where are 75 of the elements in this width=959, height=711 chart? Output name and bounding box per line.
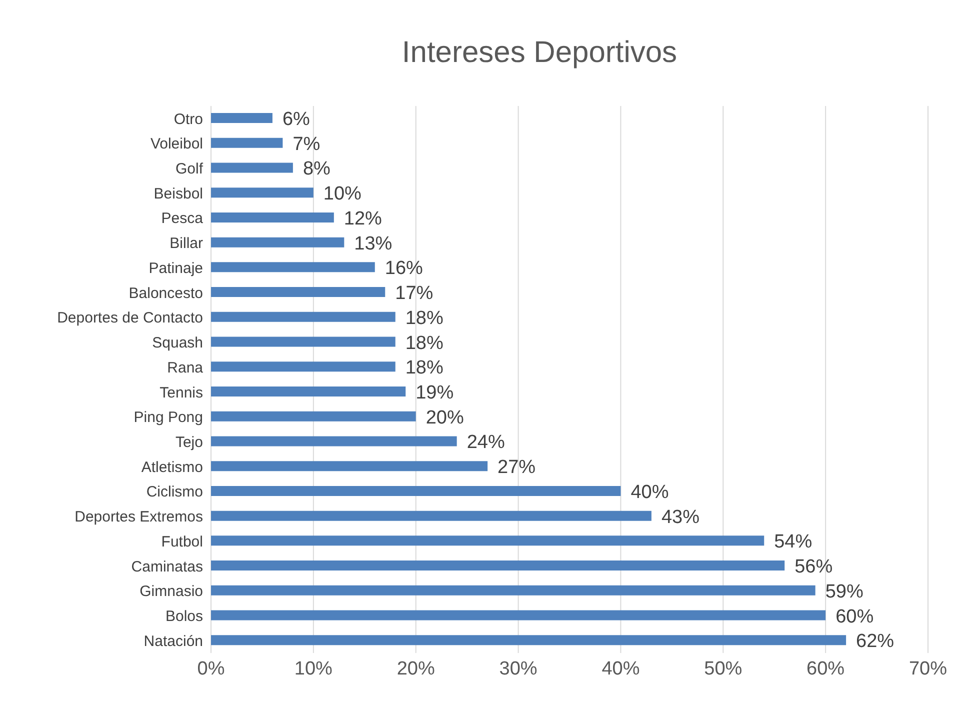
data-label: 62% (856, 631, 894, 652)
bar (211, 610, 826, 620)
y-tick-label: Pesca (161, 210, 204, 228)
bar (211, 212, 334, 222)
y-tick-label: Futbol (161, 533, 203, 550)
data-label: 43% (661, 506, 700, 528)
data-label: 59% (825, 581, 864, 602)
bar (211, 287, 386, 298)
data-label: 6% (282, 109, 310, 130)
data-label: 19% (416, 382, 454, 404)
data-label: 56% (794, 556, 833, 578)
y-tick-label: Caminatas (131, 558, 203, 576)
x-tick-label: 40% (602, 658, 640, 680)
data-label: 20% (426, 407, 464, 428)
y-tick-label: Billar (170, 235, 203, 252)
y-tick-label: Gimnasio (140, 583, 203, 600)
x-tick-label: 70% (908, 658, 948, 680)
bar (211, 138, 283, 148)
data-label: 18% (405, 332, 444, 354)
data-label: 18% (405, 358, 444, 379)
bar (211, 262, 375, 272)
data-label: 16% (384, 258, 424, 280)
bar (211, 336, 396, 347)
bar (211, 386, 406, 396)
bar (211, 510, 652, 521)
chart-title: Intereses Deportivos (400, 35, 678, 71)
y-tick-label: Squash (152, 334, 203, 352)
y-tick-label: Patinaje (148, 260, 203, 277)
x-tick-label: 60% (806, 658, 845, 680)
y-tick-label: Golf (175, 160, 204, 178)
data-label: 10% (323, 184, 362, 205)
y-tick-label: Beisbol (154, 185, 203, 202)
data-label: 17% (395, 283, 434, 304)
bar (211, 312, 396, 322)
data-label: 12% (344, 208, 382, 230)
bar (211, 237, 344, 248)
y-tick-label: Voleibol (150, 136, 203, 153)
y-tick-label: Deportes Extremos (74, 508, 203, 526)
bar (211, 436, 457, 446)
y-tick-label: Natación (144, 632, 203, 650)
x-tick-label: 0% (197, 658, 225, 680)
data-label: 60% (836, 606, 874, 628)
y-tick-label: Rana (167, 359, 204, 376)
data-label: 40% (630, 482, 669, 503)
bar (211, 411, 416, 422)
y-tick-label: Tejo (175, 434, 203, 451)
bar (211, 486, 621, 496)
x-tick-label: 30% (499, 658, 538, 680)
x-tick-label: 50% (704, 658, 742, 680)
y-tick-label: Bolos (165, 608, 203, 626)
y-tick-label: Ping Pong (134, 409, 203, 426)
data-label: 13% (354, 233, 392, 254)
data-label: 7% (292, 134, 320, 155)
bar (211, 536, 764, 546)
data-label: 18% (405, 308, 444, 329)
bar (211, 635, 846, 646)
bar (211, 560, 785, 571)
bar (211, 362, 396, 372)
bar (211, 162, 293, 173)
bar (211, 113, 272, 123)
data-label: 8% (302, 158, 331, 180)
data-label: 54% (774, 532, 812, 553)
bar (211, 461, 488, 472)
x-tick-label: 10% (294, 658, 333, 680)
y-tick-label: Otro (174, 110, 203, 128)
y-tick-label: Atletismo (141, 458, 203, 476)
y-tick-label: Tennis (160, 384, 203, 402)
data-label: 24% (466, 432, 505, 454)
data-label: 27% (498, 457, 536, 478)
bar (211, 188, 314, 198)
y-tick-label: Ciclismo (146, 484, 203, 501)
y-tick-label: Baloncesto (128, 284, 203, 302)
bar (211, 585, 816, 596)
x-tick-label: 20% (396, 658, 435, 680)
y-tick-label: Deportes de Contacto (57, 310, 203, 327)
